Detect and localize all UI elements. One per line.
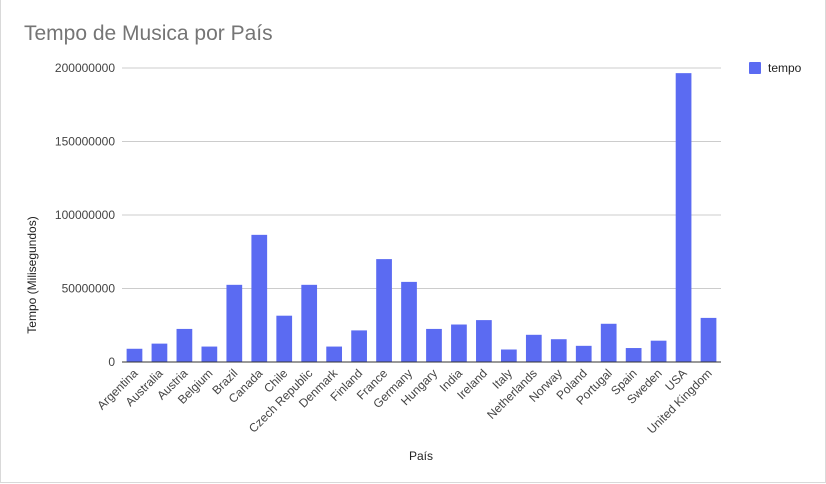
bar-poland bbox=[575, 345, 592, 362]
bar-czech-republic bbox=[301, 284, 318, 362]
bar-belgium bbox=[201, 346, 218, 362]
bar-chile bbox=[276, 315, 293, 362]
bar-argentina bbox=[126, 348, 143, 362]
bar-brazil bbox=[226, 284, 243, 362]
bar-ireland bbox=[476, 320, 492, 362]
y-tick-label: 150000000 bbox=[55, 135, 115, 149]
bar-sweden bbox=[650, 340, 667, 362]
y-tick-label: 100000000 bbox=[55, 208, 115, 222]
legend: tempo bbox=[749, 61, 802, 75]
bar-india bbox=[451, 324, 467, 362]
bar-italy bbox=[500, 349, 517, 362]
bar-norway bbox=[550, 339, 567, 362]
legend-label: tempo bbox=[768, 61, 802, 75]
bar-netherlands bbox=[525, 334, 542, 362]
bar-germany bbox=[401, 281, 417, 362]
legend-swatch bbox=[749, 62, 761, 74]
bar-austria bbox=[176, 328, 193, 362]
bar-spain bbox=[625, 348, 642, 362]
y-tick-label: 200000000 bbox=[55, 61, 115, 75]
bar-usa bbox=[675, 73, 692, 363]
bar-hungary bbox=[426, 328, 442, 362]
bar-denmark bbox=[326, 346, 343, 362]
bar-france bbox=[376, 259, 392, 362]
chart-title: Tempo de Musica por País bbox=[24, 22, 273, 45]
y-axis-ticks: 0 50000000 100000000 150000000 200000000 bbox=[55, 61, 115, 369]
x-axis-ticks: ArgentinaAustraliaAustriaBelgiumBrazilCa… bbox=[94, 366, 714, 437]
y-tick-label: 0 bbox=[108, 355, 115, 369]
bar-united-kingdom bbox=[700, 317, 717, 362]
gridlines bbox=[122, 67, 721, 289]
bar-australia bbox=[151, 343, 168, 362]
y-axis-title: Tempo (Milisegundos) bbox=[25, 216, 39, 333]
bars bbox=[126, 73, 717, 363]
bar-finland bbox=[351, 330, 367, 362]
bar-canada bbox=[251, 234, 268, 362]
bar-portugal bbox=[600, 323, 617, 362]
y-tick-label: 50000000 bbox=[62, 282, 116, 296]
x-axis-title: País bbox=[409, 449, 433, 463]
